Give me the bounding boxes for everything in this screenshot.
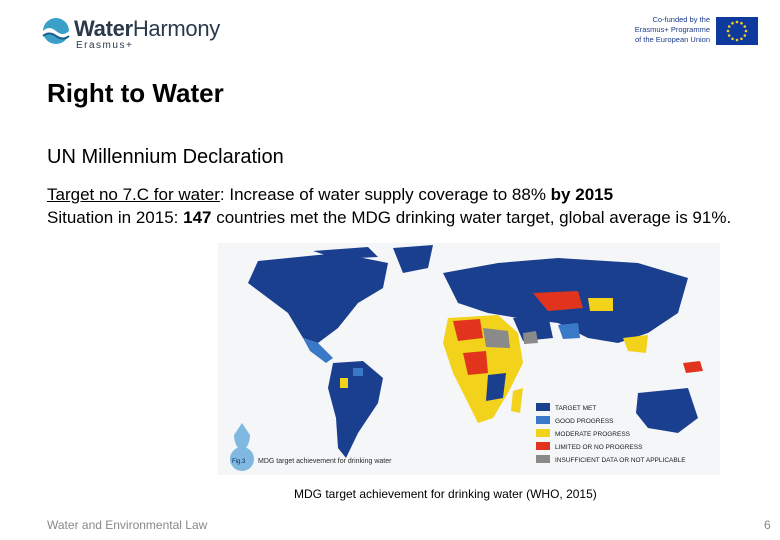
drop-icon	[234, 423, 250, 453]
figure-caption: MDG target achievement for drinking wate…	[294, 487, 597, 501]
page-number: 6	[764, 518, 771, 532]
slide-title: Right to Water	[47, 78, 224, 108]
eu-cofunded-logo: Co-funded by the Erasmus+ Programme of t…	[618, 15, 758, 47]
legend-label: TARGET MET	[555, 405, 596, 412]
legend-label: LIMITED OR NO PROGRESS	[555, 444, 643, 451]
world-map-image: TARGET MET GOOD PROGRESS MODERATE PROGRESS…	[230, 245, 703, 471]
legend-swatch	[536, 416, 550, 424]
slide-body: Target no 7.C for water: Increase of wat…	[47, 183, 747, 229]
situation-line: Situation in 2015: 147 countries met the…	[47, 208, 732, 227]
legend-swatch	[536, 455, 550, 463]
legend-swatch	[536, 442, 550, 450]
footer-course: Water and Environmental Law	[47, 518, 208, 532]
wave-logo-icon	[42, 18, 70, 44]
legend-label: GOOD PROGRESS	[555, 418, 614, 425]
legend-label: MODERATE PROGRESS	[555, 431, 631, 438]
legend-label: INSUFFICIENT DATA OR NOT APPLICABLE	[555, 457, 686, 464]
eu-text: Co-funded by the Erasmus+ Programme of t…	[634, 15, 710, 44]
logo-name: WaterHarmony	[74, 16, 220, 41]
legend-swatch	[536, 403, 550, 411]
target-line: Target no 7.C for water: Increase of wat…	[47, 185, 614, 204]
slide-subtitle: UN Millennium Declaration	[47, 146, 284, 168]
water-harmony-logo: WaterHarmony Erasmus+	[40, 12, 240, 51]
legend-swatch	[536, 429, 550, 437]
target-link[interactable]: Target no 7.C for water	[47, 185, 220, 204]
eu-flag-icon	[716, 17, 758, 45]
logo-subtitle: Erasmus+	[76, 40, 134, 51]
svg-text:Fig.3: Fig.3	[232, 459, 246, 465]
svg-text:MDG target achievement for dri: MDG target achievement for drinking wate…	[258, 458, 392, 465]
world-map-figure: TARGET MET GOOD PROGRESS MODERATE PROGRESS…	[218, 243, 720, 475]
